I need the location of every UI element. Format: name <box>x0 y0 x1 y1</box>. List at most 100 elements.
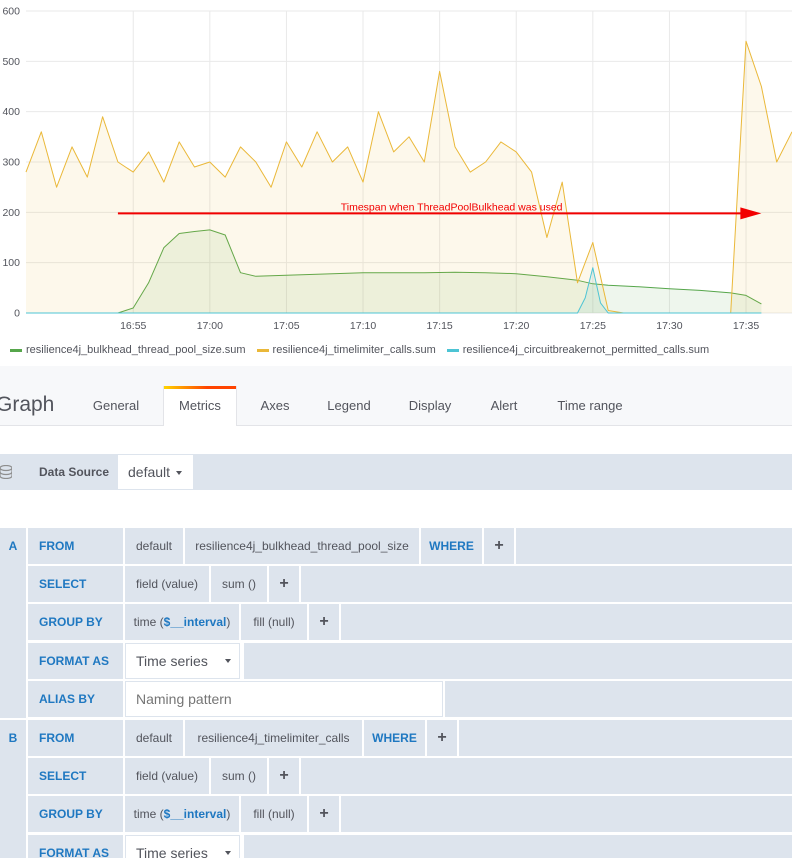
tab-metrics[interactable]: Metrics <box>163 386 237 427</box>
x-tick-label: 17:05 <box>273 320 299 332</box>
series-bulkhead-area <box>87 229 762 313</box>
query-b-row-filler <box>301 758 792 794</box>
y-tick-label: 300 <box>2 157 20 169</box>
legend-label-bulkhead: resilience4j_bulkhead_thread_pool_size.s… <box>26 344 246 356</box>
tab-time-range[interactable]: Time range <box>557 398 623 413</box>
x-tick-label: 16:55 <box>120 320 146 332</box>
x-tick-label: 17:15 <box>426 320 452 332</box>
time-prefix: time ( <box>133 807 164 821</box>
graph-legend: resilience4j_bulkhead_thread_pool_size.s… <box>10 343 720 357</box>
query-b-group-by-label: GROUP BY <box>28 796 123 832</box>
legend-item-bulkhead[interactable]: resilience4j_bulkhead_thread_pool_size.s… <box>10 344 246 356</box>
query-a-format-select[interactable]: Time series <box>125 643 240 679</box>
x-tick-label: 17:35 <box>733 320 759 332</box>
query-a-row-filler <box>516 528 792 564</box>
query-b-row-filler <box>341 796 792 832</box>
tab-alert[interactable]: Alert <box>490 398 518 413</box>
query-a-row-filler <box>445 681 792 717</box>
x-tick-label: 17:00 <box>197 320 223 332</box>
tab-axes[interactable]: Axes <box>260 398 290 413</box>
query-a-select-label: SELECT <box>28 566 123 602</box>
y-tick-label: 0 <box>14 308 20 320</box>
legend-item-circuitbreaker[interactable]: resilience4j_circuitbreakernot_permitted… <box>446 344 710 356</box>
query-b-fill[interactable]: fill (null) <box>241 796 307 832</box>
query-a-measurement[interactable]: resilience4j_bulkhead_thread_pool_size <box>185 528 419 564</box>
legend-swatch-bulkhead <box>10 348 22 352</box>
query-a-time-interval[interactable]: time ($__interval) <box>125 604 239 640</box>
annotation-arrow-head <box>740 207 762 220</box>
legend-label-circuitbreaker: resilience4j_circuitbreakernot_permitted… <box>462 344 710 356</box>
format-value: Time series <box>136 845 208 858</box>
tab-display[interactable]: Display <box>408 398 452 413</box>
format-value: Time series <box>136 653 208 669</box>
datasource-label: Data Source <box>39 465 110 479</box>
y-tick-label: 600 <box>2 6 20 18</box>
query-a-field[interactable]: field (value) <box>125 566 209 602</box>
legend-item-timelimiter[interactable]: resilience4j_timelimiter_calls.sum <box>256 344 436 356</box>
query-letter-a[interactable]: A <box>0 528 26 564</box>
time-prefix: time ( <box>133 615 164 629</box>
interval-variable: $__interval <box>163 807 227 821</box>
query-a-row-filler <box>244 643 792 679</box>
query-a-where[interactable]: WHERE <box>421 528 482 564</box>
caret-down-icon <box>225 851 231 855</box>
query-a-row-filler <box>301 566 792 602</box>
query-b-time-interval[interactable]: time ($__interval) <box>125 796 239 832</box>
time-suffix: ) <box>226 807 231 821</box>
query-b-add-where-button[interactable]: + <box>427 720 457 756</box>
legend-label-timelimiter: resilience4j_timelimiter_calls.sum <box>272 344 436 356</box>
database-icon <box>0 465 12 479</box>
query-a-format-as-label: FORMAT AS <box>28 643 123 679</box>
query-b-where[interactable]: WHERE <box>364 720 425 756</box>
datasource-value: default <box>128 464 171 480</box>
x-tick-label: 17:10 <box>350 320 376 332</box>
panel-editor-header: Graph General Metrics Axes Legend Displa… <box>0 366 792 427</box>
query-b-add-group-by-button[interactable]: + <box>309 796 339 832</box>
query-a-alias-label: ALIAS BY <box>28 681 123 717</box>
series-bulkhead-line <box>87 229 762 314</box>
query-a-aggregate[interactable]: sum () <box>211 566 267 602</box>
query-a-fill[interactable]: fill (null) <box>241 604 307 640</box>
query-a-from-label: FROM <box>28 528 123 564</box>
datasource-select[interactable]: default <box>117 454 194 490</box>
query-b-format-select[interactable]: Time series <box>125 835 240 858</box>
query-a-alias-input[interactable] <box>125 681 443 717</box>
query-b-field[interactable]: field (value) <box>125 758 209 794</box>
legend-swatch-circuitbreaker <box>446 348 459 352</box>
query-a-add-where-button[interactable]: + <box>484 528 514 564</box>
graph-panel: 0 100 200 300 400 500 600 16:55 17:00 17:05 17:10 1… <box>0 0 792 365</box>
caret-down-icon <box>176 471 183 476</box>
y-tick-label: 400 <box>2 106 20 118</box>
y-tick-label: 100 <box>2 257 20 269</box>
tab-legend[interactable]: Legend <box>327 398 371 413</box>
y-tick-label: 200 <box>2 207 20 219</box>
interval-variable: $__interval <box>163 615 227 629</box>
series-circuitbreaker-line <box>26 267 762 314</box>
query-a-policy[interactable]: default <box>125 528 183 564</box>
query-a-add-select-button[interactable]: + <box>269 566 299 602</box>
y-tick-label: 500 <box>2 56 20 68</box>
x-tick-label: 17:30 <box>656 320 682 332</box>
panel-type-title: Graph <box>0 393 55 416</box>
legend-swatch-timelimiter <box>256 348 269 352</box>
query-b-format-as-label: FORMAT AS <box>28 835 123 858</box>
tab-general[interactable]: General <box>92 398 140 413</box>
caret-down-icon <box>225 659 231 663</box>
query-b-aggregate[interactable]: sum () <box>211 758 267 794</box>
query-b-add-select-button[interactable]: + <box>269 758 299 794</box>
query-b-measurement[interactable]: resilience4j_timelimiter_calls <box>185 720 362 756</box>
annotation-text: Timespan when ThreadPoolBulkhead was use… <box>341 201 563 213</box>
time-suffix: ) <box>226 615 231 629</box>
graph-plot: 0 100 200 300 400 500 600 16:55 17:00 17:05 17:10 1… <box>2 6 792 332</box>
series-timelimiter-area <box>26 41 792 313</box>
query-b-select-label: SELECT <box>28 758 123 794</box>
x-tick-label: 17:20 <box>503 320 529 332</box>
query-b-row-filler <box>244 835 792 858</box>
query-b-row-filler <box>459 720 792 756</box>
query-letter-b[interactable]: B <box>0 720 26 756</box>
query-a-row-filler <box>341 604 792 640</box>
query-b-policy[interactable]: default <box>125 720 183 756</box>
query-a-group-by-label: GROUP BY <box>28 604 123 640</box>
query-b-from-label: FROM <box>28 720 123 756</box>
query-a-add-group-by-button[interactable]: + <box>309 604 339 640</box>
